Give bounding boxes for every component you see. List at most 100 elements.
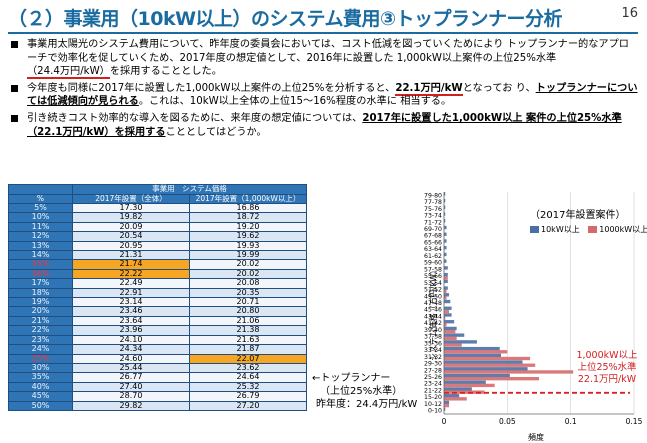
histogram-bar [444,367,528,371]
histogram-bar [444,279,448,284]
table-row: 14% 21.31 19.99 [8,250,307,261]
bullet-3-text: 引き続きコスト効率的な導入を図るために、来年度の想定値については、 [27,112,363,124]
histogram-bar [444,246,447,250]
y-tick-label: 51-52 [424,287,442,294]
price-1000kw-cell: 22.07 [189,353,307,364]
y-tick-label: 71-72 [424,219,442,226]
histogram-bar [444,329,456,334]
price-1000kw-cell: 26.79 [189,391,307,402]
y-tick-label: 65-66 [424,239,442,246]
percentile-cell: 24% [8,344,73,355]
percentile-cell: 10% [8,212,73,223]
histogram-bar [444,293,450,297]
y-tick-label: 0-10 [428,408,442,415]
bullet-item-1: 事業用太陽光のシステム費用について、昨年度の委員会においては、コスト低減を図って… [10,38,638,80]
y-tick-label: 15-20 [424,394,442,401]
histogram-bar [444,387,472,391]
x-tick-label: 0 [442,417,447,426]
price-all-cell: 29.82 [72,400,190,411]
table-row: 10% 19.82 18.72 [8,212,307,223]
y-tick-label: 73-74 [424,213,442,220]
histogram-bar [444,212,446,216]
y-tick-label: 41-42 [424,320,442,327]
table-row: 16% 22.22 20.02 [8,268,307,280]
histogram-bar [444,219,446,223]
last-year-value: 昨年度：24.4万円/kW [316,399,418,410]
y-tick-label: 75-76 [424,206,442,213]
y-tick-label: 39-40 [424,327,442,334]
histogram-bar [444,377,539,381]
histogram-bar [444,266,448,270]
toprunner-arrow-label: ←トップランナー [312,373,391,384]
price-1000kw-cell: 20.80 [189,306,307,317]
histogram-bar [444,299,451,304]
table-row: 25% 24.60 22.07 [8,353,307,364]
histogram-bar [444,313,452,317]
header: （２）事業用（10kW以上）のシステム費用③トップランナー分析 16 [0,0,647,36]
percentile-cell: 12% [8,231,73,242]
toprunner-annotation: ←トップランナー （上位25%水準） 昨年度：24.4万円/kW [312,372,417,411]
histogram-bar [444,225,447,230]
bullet-2-emphasis: トップランナーについては低減傾向が見られる [27,82,638,108]
histogram-svg: 0-1010-1215-2021-2223-2425-2627-2829-303… [424,192,642,426]
y-tick-label: 63-64 [424,246,442,253]
histogram-bar [444,252,447,257]
price-all-cell: 24.60 [72,353,190,364]
histogram-bar [444,205,446,210]
legend-label-1000kw: 1000kW以上 [599,225,647,234]
price-table: 事業用 システム価格 % 2017年設置（全体） 2017年設置（1,000kW… [8,184,307,411]
bullet-item-3: 引き続きコスト効率的な導入を図るために、来年度の想定値については、2017年に設… [10,112,638,139]
histogram-bar [444,340,477,344]
price-1000kw-cell: 20.08 [189,278,307,289]
chart-y-axis-label: システム価格（万円/kW） [429,266,438,361]
histogram-chart: 0-10 10-12 15-20 21-22 23-24 25-26 27-28 29-30 3… [424,188,647,442]
x-tick-label: 0.15 [626,417,642,426]
y-tick-label: 29-30 [424,361,442,368]
y-tick-label: 77-78 [424,199,442,206]
histogram-bar [444,346,500,351]
percentile-cell: 22% [8,325,73,336]
table-header-cell [8,184,73,195]
histogram-bar [444,198,446,203]
price-1000kw-cell: 21.38 [189,325,307,336]
price-all-cell: 21.74 [72,259,190,270]
y-tick-label: 49-50 [424,293,442,300]
y-tick-label: 55-56 [424,273,442,280]
table-row: 12% 20.54 19.62 [8,231,307,242]
histogram-bar [444,232,447,236]
bullet-3-emphasis: 2017年に設置した1,000kW以上 案件の上位25%水準（22.1万円/kW… [27,112,622,138]
histogram-bar [444,373,510,378]
table-group-header-row: 事業用 システム価格 [8,184,307,195]
price-all-cell: 19.82 [72,212,190,223]
y-tick-label: 27-28 [424,367,442,374]
histogram-bar [444,353,501,358]
histogram-bar [444,360,523,364]
histogram-bar [444,336,457,340]
chart-x-axis-label: 頻度 [528,433,544,442]
chart-title: （2017年設置案件） [530,210,626,221]
histogram-bar [444,400,450,405]
y-tick-label: 53-54 [424,280,442,287]
histogram-bar [444,380,486,384]
price-1000kw-cell: 27.20 [189,400,307,411]
table-row: 19% 23.14 20.71 [8,297,307,308]
reference-line-note: 1,000kW以上 上位25%水準 22.1万円/kW [576,350,638,385]
y-tick-label: 69-70 [424,226,442,233]
price-table-container: 事業用 システム価格 % 2017年設置（全体） 2017年設置（1,000kW… [8,184,307,440]
chart-legend: 10kW以上 1000kW以上 [530,224,647,235]
bullet-1-text: 事業用太陽光のシステム費用について、昨年度の委員会においては、コスト低減を図って… [27,39,629,64]
price-1000kw-cell: 24.64 [189,372,307,383]
percentile-cell: 25% [8,353,73,364]
price-1000kw-cell: 18.72 [189,212,307,223]
histogram-bar [444,316,446,320]
price-all-cell: 26.77 [72,372,190,383]
title-divider [8,32,638,34]
table-row: 20% 23.46 20.80 [8,306,307,317]
histogram-bar [444,343,462,347]
percentile-cell: 50% [8,400,73,411]
legend-swatch-10kw [530,226,539,233]
bullet-1-highlight: （24.4万円/kW） [27,66,110,80]
percentile-cell: 35% [8,372,73,383]
histogram-bar [444,296,447,300]
y-tick-label: 79-80 [424,192,442,199]
